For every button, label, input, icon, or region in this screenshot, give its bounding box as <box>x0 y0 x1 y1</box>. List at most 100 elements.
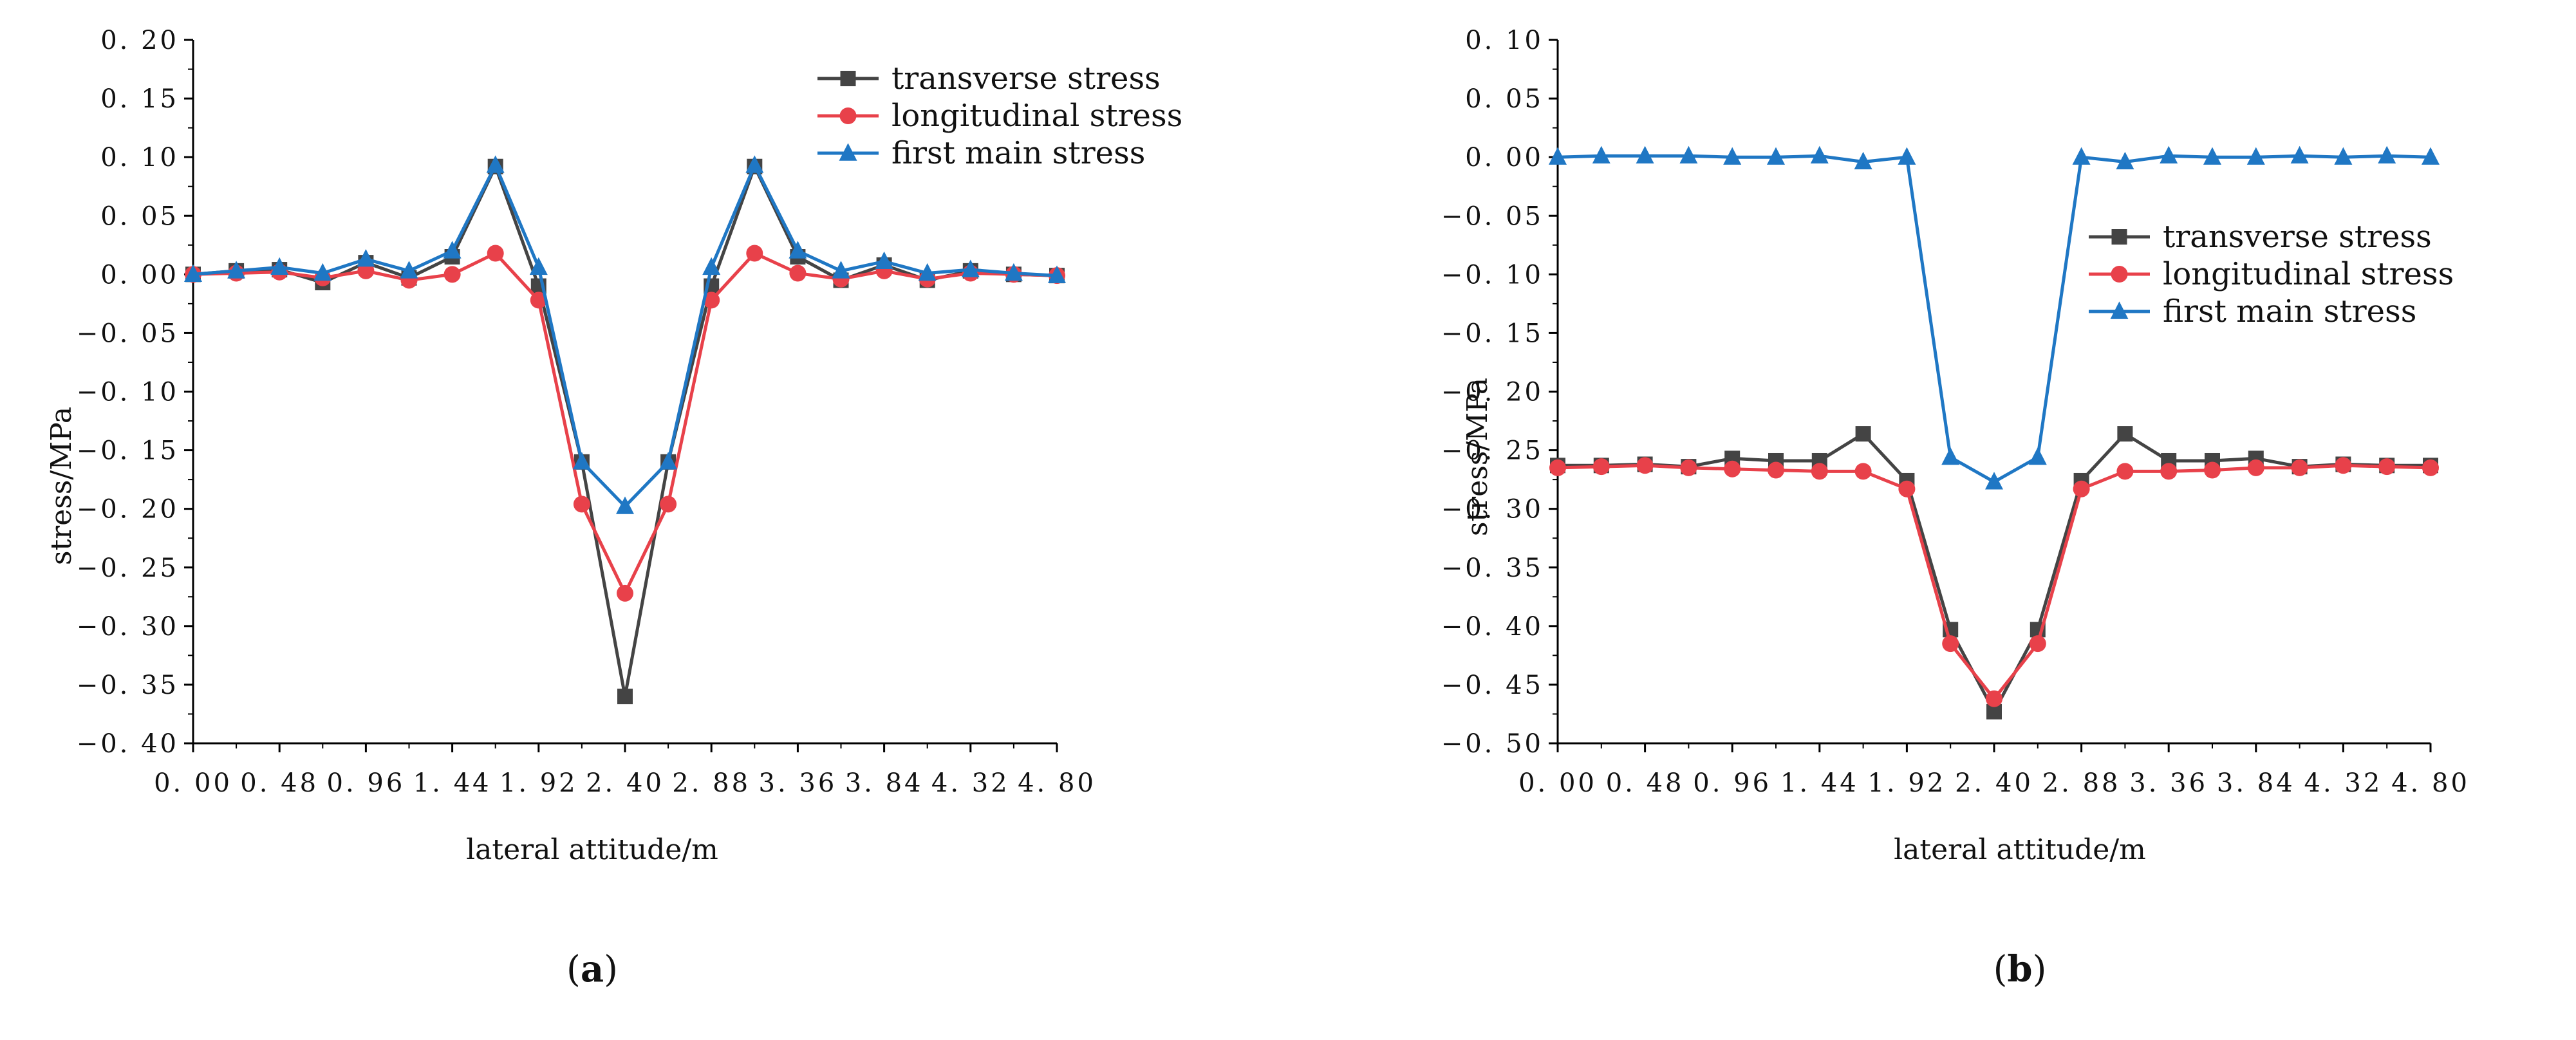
panel-a-first_main-point <box>400 261 418 279</box>
panel-b-x-tick-label: 0. 48 <box>1606 768 1685 798</box>
panel-b-x-tick-label: 1. 92 <box>1868 768 1946 798</box>
panel-b-legend-marker-first_main <box>2110 301 2129 319</box>
panel-a-first_main-point <box>961 259 980 277</box>
panel-a-legend-label-longitudinal: longitudinal stress <box>891 98 1182 134</box>
panel-b-longitudinal-point <box>1811 463 1828 480</box>
panel-b-first_main-point <box>2290 145 2309 164</box>
panel-b-y-tick-label: −0. 10 <box>1441 260 1544 290</box>
panel-b-first_main-point <box>1985 472 2003 490</box>
panel-a-x-tick-label: 0. 96 <box>327 768 406 798</box>
panel-a-legend-label-first_main: first main stress <box>891 135 1145 171</box>
panel-b-y-tick-label: −0. 25 <box>1441 436 1544 466</box>
panel-b-first_main-point <box>1941 447 1960 465</box>
panel-a-longitudinal-point <box>443 266 461 283</box>
panel-a-longitudinal-point <box>660 496 677 513</box>
panel-a-longitudinal-point <box>573 496 590 513</box>
panel-b-legend-marker-transverse <box>2111 229 2127 245</box>
panel-b-longitudinal-point <box>1942 635 1959 653</box>
panel-a-legend-marker-first_main <box>839 143 857 161</box>
panel-a-first_main-point <box>572 452 591 470</box>
panel-a-label-letter: a <box>581 948 604 990</box>
panel-b-longitudinal-point <box>2291 459 2308 476</box>
panel-b-first_main-point <box>1549 147 1567 165</box>
panel-a-first_main-point <box>1004 263 1023 281</box>
panel-b-transverse-point <box>1855 426 1871 442</box>
panel-a-first_main-point <box>616 496 634 514</box>
panel-b-longitudinal-point <box>1680 459 1697 476</box>
panel-a-x-tick-label: 4. 80 <box>1018 768 1096 798</box>
panel-b-y-tick-label: −0. 05 <box>1441 201 1544 231</box>
panel-b-longitudinal-point <box>2422 459 2439 476</box>
panel-a-x-tick-label: 4. 32 <box>931 768 1010 798</box>
panel-a-first_main-point <box>702 257 721 275</box>
panel-b-y-tick-label: −0. 45 <box>1441 671 1544 700</box>
panel-b-longitudinal-point <box>2116 463 2134 480</box>
panel-b-legend-label-transverse: transverse stress <box>2163 219 2432 255</box>
panel-b-first_main-point <box>2378 145 2396 164</box>
panel-b-longitudinal-point <box>1768 461 1784 479</box>
panel-a-first_main-point <box>227 261 246 279</box>
panel-b-longitudinal-point <box>2378 458 2396 476</box>
panel-a-first_main-point <box>832 261 850 279</box>
panel-a-x-tick-label: 2. 88 <box>672 768 751 798</box>
panel-a-first_main-point <box>918 263 937 281</box>
panel-b-x-tick-label: 2. 40 <box>1955 768 2033 798</box>
panel-b-longitudinal-point <box>1854 463 1872 480</box>
panel-a-first_main-point <box>486 155 505 173</box>
panel-b-y-tick-label: 0. 00 <box>1465 143 1544 172</box>
panel-a-x-tick-label: 0. 00 <box>154 768 232 798</box>
panel-b-y-tick-label: 0. 10 <box>1465 26 1544 55</box>
panel-a-x-tick-label: 0. 48 <box>240 768 319 798</box>
panel-b-first_main-point <box>2160 145 2178 164</box>
panel-b-longitudinal-point <box>1724 460 1741 478</box>
panel-b-longitudinal-point <box>2029 635 2046 653</box>
panel-b-y-tick-label: −0. 50 <box>1441 729 1544 759</box>
panel-b-longitudinal-point <box>1592 458 1610 476</box>
panel-b-x-tick-label: 0. 96 <box>1693 768 1771 798</box>
panel-b-longitudinal-point <box>2073 480 2090 497</box>
panel-b-first_main-point <box>1854 151 1872 170</box>
panel-a-longitudinal-point <box>617 584 633 602</box>
panel-b-first_main-point <box>2246 147 2265 165</box>
panel-b-x-tick-label: 4. 80 <box>2391 768 2470 798</box>
panel-a-longitudinal-point <box>746 245 763 262</box>
panel-b-longitudinal-point <box>2204 461 2221 479</box>
panel-b-transverse-point <box>2117 426 2133 442</box>
panel-b-y-tick-label: 0. 05 <box>1465 84 1544 114</box>
panel-b-first_main-point <box>1810 145 1829 164</box>
panel-a-y-tick-label: −0. 20 <box>77 495 179 525</box>
panel-b-longitudinal-point <box>2160 463 2178 480</box>
panel-b-longitudinal-point <box>1986 690 2002 707</box>
panel-b-first_main-point <box>1767 147 1785 165</box>
panel-b-legend-marker-longitudinal <box>2111 266 2128 283</box>
panel-a-y-tick-label: 0. 15 <box>100 84 179 114</box>
panel-b-first_main-point <box>2422 147 2440 165</box>
panel-a-longitudinal-point <box>357 262 375 279</box>
panel-a-y-tick-label: 0. 00 <box>100 260 179 290</box>
panel-b-x-tick-label: 3. 36 <box>2129 768 2208 798</box>
panel-a-x-tick-label: 3. 84 <box>845 768 924 798</box>
panel-a-y-tick-label: −0. 30 <box>77 612 179 642</box>
panel-a-first_main-point <box>875 251 893 269</box>
chart-panel-a: lateral attitude/m stress/MPa (a) 0. 20 0… <box>45 26 1182 990</box>
panel-b-y-tick-label: −0. 30 <box>1441 495 1544 525</box>
panel-a-first_main-point <box>659 452 678 470</box>
panel-b-label: (b) <box>1993 948 2047 990</box>
panel-a-y-tick-label: 0. 20 <box>100 26 179 55</box>
panel-b-first_main-point <box>2334 147 2353 165</box>
panel-a-legend-marker-transverse <box>840 71 856 86</box>
chart-panel-b: lateral attitude/m stress/MPa (b) 0. 10 0… <box>1441 26 2470 990</box>
panel-b-x-tick-label: 0. 00 <box>1518 768 1597 798</box>
panel-a-y-tick-label: −0. 25 <box>77 553 179 583</box>
panel-b-first_main-point <box>1679 145 1698 164</box>
panel-b-first_main-point <box>1636 145 1654 164</box>
panel-b-x-tick-label: 4. 32 <box>2304 768 2383 798</box>
panel-b-first_main-point <box>2203 147 2221 165</box>
panel-a-legend-marker-longitudinal <box>839 107 857 124</box>
panel-a-legend-label-transverse: transverse stress <box>891 60 1161 97</box>
panel-a-first_main-point <box>745 155 764 173</box>
panel-a-x-tick-label: 2. 40 <box>586 768 664 798</box>
panel-b-first_main-point <box>2028 447 2047 465</box>
panel-b-y-axis-title: stress/MPa <box>1461 378 1494 536</box>
panel-a-y-tick-label: −0. 05 <box>77 319 179 348</box>
